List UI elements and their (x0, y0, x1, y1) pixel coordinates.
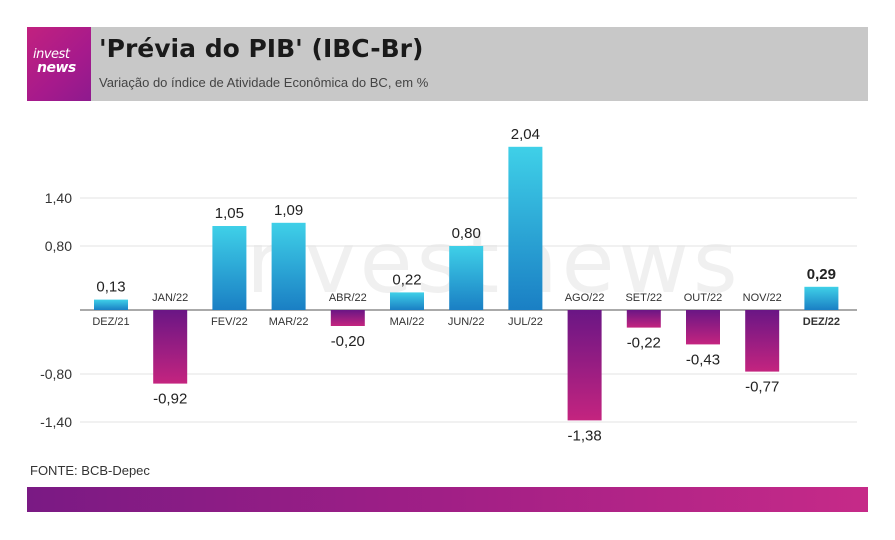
chart-title: 'Prévia do PIB' (IBC-Br) (99, 34, 424, 63)
bar (94, 299, 128, 310)
value-label: -1,38 (567, 427, 601, 444)
category-label: JUN/22 (448, 316, 485, 328)
y-tick-label: 1,40 (45, 190, 72, 206)
chart-subtitle: Variação do índice de Atividade Econômic… (99, 75, 429, 90)
bar (804, 286, 839, 310)
value-label: 2,04 (511, 126, 540, 143)
category-label: FEV/22 (211, 316, 248, 328)
bar (626, 310, 661, 328)
bar (508, 146, 543, 310)
value-label: 1,09 (274, 202, 303, 219)
category-label: AGO/22 (565, 292, 605, 304)
value-label: 0,13 (96, 279, 125, 296)
bar (271, 222, 306, 310)
footer-bar (27, 487, 868, 512)
y-tick-label: -0,80 (40, 366, 72, 382)
logo-text-invest: invest (33, 47, 70, 62)
logo-text-news: news (37, 60, 76, 76)
category-label: NOV/22 (743, 292, 782, 304)
value-label: -0,92 (153, 391, 187, 408)
bar (330, 310, 365, 326)
category-label: JUL/22 (508, 316, 543, 328)
value-label: -0,20 (331, 333, 365, 350)
bar (686, 310, 720, 345)
bar (153, 310, 188, 384)
value-label: -0,43 (686, 351, 720, 368)
value-label: 0,29 (807, 266, 836, 283)
category-label: DEZ/21 (92, 316, 129, 328)
bar (745, 310, 780, 372)
category-label: SET/22 (625, 292, 662, 304)
bar (212, 226, 247, 310)
header: invest news 'Prévia do PIB' (IBC-Br) Var… (27, 27, 868, 101)
value-labels: 0,13 -0,92 1,05 1,09 -0,20 0,22 0,80 2,04 -1,38 -… (96, 126, 836, 445)
category-label: MAR/22 (269, 316, 309, 328)
category-label: OUT/22 (684, 292, 723, 304)
value-label: -0,22 (627, 335, 661, 352)
category-label: DEZ/22 (803, 316, 840, 328)
bar (390, 292, 424, 310)
value-label: 0,22 (392, 271, 421, 288)
investnews-logo: invest news (27, 27, 91, 101)
bar (567, 310, 602, 421)
bars (94, 146, 839, 421)
category-label: ABR/22 (329, 292, 367, 304)
value-label: -0,77 (745, 379, 779, 396)
category-labels: DEZ/21 JAN/22 FEV/22 MAR/22 ABR/22 MAI/22 JUN/… (92, 292, 840, 328)
y-tick-label: -1,40 (40, 414, 72, 430)
y-axis-ticks: -1,40 -0,80 0,80 1,40 (40, 190, 72, 430)
category-label: MAI/22 (390, 316, 425, 328)
value-label: 1,05 (215, 205, 244, 222)
y-tick-label: 0,80 (45, 238, 72, 254)
bar (449, 246, 484, 310)
value-label: 0,80 (452, 225, 481, 242)
category-label: JAN/22 (152, 292, 188, 304)
source-note: FONTE: BCB-Depec (30, 463, 150, 478)
